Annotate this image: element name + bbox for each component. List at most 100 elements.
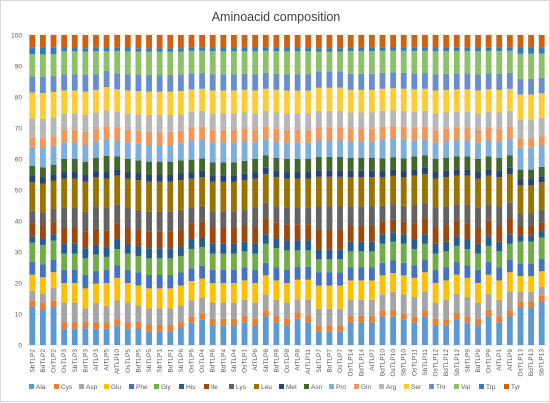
bar-segment-leu [517,185,524,214]
bar-segment-glu [315,285,322,309]
bar-segment-leu [40,183,46,213]
bar-segment-ser [496,89,503,113]
bar-segment-met [347,170,354,178]
bar-segment-tyr [273,35,280,48]
bar-segment-lys [485,204,492,221]
bar-segment-pro [146,145,152,162]
bar-segment-trp [93,47,99,52]
bar-segment-ile [167,231,174,249]
bar-segment-ser [506,88,513,111]
bar-segment-trp [103,48,110,52]
bar-segment-lys [443,206,450,226]
bar-segment-glu [40,277,46,294]
bar-segment-arg [485,111,492,128]
bar-segment-phe [358,267,365,281]
bar-segment-trp [241,47,248,52]
bar-segment-cys [390,310,397,317]
bar-segment-glu [156,288,163,309]
x-tick-label: AtTLP7 [369,349,376,371]
bar-segment-tyr [506,35,513,48]
bar-segment-ile [61,227,68,244]
bar-segment-ser [528,94,534,120]
bar-segment-pro [199,139,206,159]
bar-segment-ser [114,89,121,112]
bar-segment-met [241,173,248,181]
bar-segment-ile [432,227,439,244]
bar-segment-asn [103,155,110,173]
bar-segment-phe [82,275,89,289]
bar-segment-pro [241,141,248,161]
bar-segment-met [326,170,333,177]
bar-segment-arg [146,115,152,132]
x-tick-label: BdTLP2 [40,349,47,373]
bar-segment-leu [199,177,206,206]
bar-segment-cys [114,319,121,326]
x-tick-label: SbTLP3 [72,349,79,373]
bar-segment-gln [337,127,343,141]
bar-segment-glu [337,285,343,309]
bar-segment-glu [422,272,428,292]
bar-segment-phe [453,261,460,275]
bar-segment-phe [475,269,481,283]
bar-segment-thr [432,74,439,91]
bar-segment-gly [326,259,333,273]
bar-segment-thr [326,71,333,88]
bar-segment-tyr [337,35,343,49]
bar-segment-gln [177,130,184,144]
bar-segment-val [146,51,152,75]
bar-segment-ser [71,90,78,114]
bar-segment-val [231,51,237,75]
bar-segment-asp [71,302,78,323]
bar-segment-his [156,248,163,259]
bar-segment-trp [517,47,524,54]
bar-segment-met [262,167,269,175]
bar-segment-arg [61,113,68,130]
bar-segment-ser [124,90,131,114]
bar-segment-tyr [485,35,492,48]
bar-segment-gly [103,256,110,270]
bar-segment-val [305,51,312,75]
bar-segment-lys [368,206,375,226]
bar-segment-val [114,50,121,74]
bar-segment-leu [103,178,110,208]
bar-segment-ser [443,89,450,113]
bar-segment-ser [220,90,227,114]
bar-segment-thr [231,74,237,91]
bar-segment-met [464,169,471,176]
bar-segment-phe [517,263,524,277]
x-tick-label: SbTLP10 [401,349,408,376]
bar-segment-trp [496,47,503,52]
bar-segment-his [146,248,152,259]
bar-segment-arg [337,110,343,128]
bar-segment-pro [305,142,312,159]
bar-segment-pro [262,139,269,156]
bar-segment-asn [506,155,513,168]
bar-segment-trp [400,47,407,51]
bar-segment-asp [453,293,460,314]
bar-segment-his [124,243,131,254]
bar-segment-tyr [305,35,312,49]
bar-segment-met [475,172,481,179]
bar-segment-ala [103,328,110,345]
bar-segment-phe [103,269,110,283]
bar-segment-asp [368,299,375,316]
bar-segment-asp [188,300,195,317]
bar-segment-ile [209,227,216,244]
bar-segment-leu [188,178,195,208]
bar-segment-val [432,51,439,75]
bar-segment-trp [358,47,365,52]
bar-segment-ser [188,89,195,112]
bar-segment-phe [199,265,206,279]
bar-segment-pro [379,139,386,159]
bar-segment-arg [422,110,428,127]
bar-segment-thr [82,75,89,92]
bar-segment-ala [443,325,450,345]
bar-segment-arg [29,118,36,138]
bar-segment-val [71,51,78,75]
bar-segment-lys [528,213,534,227]
legend-swatch [479,384,484,389]
bar-segment-val [124,51,131,75]
bar-segment-tyr [422,35,428,48]
bar-segment-arg [220,113,227,130]
bar-segment-asp [199,297,206,314]
